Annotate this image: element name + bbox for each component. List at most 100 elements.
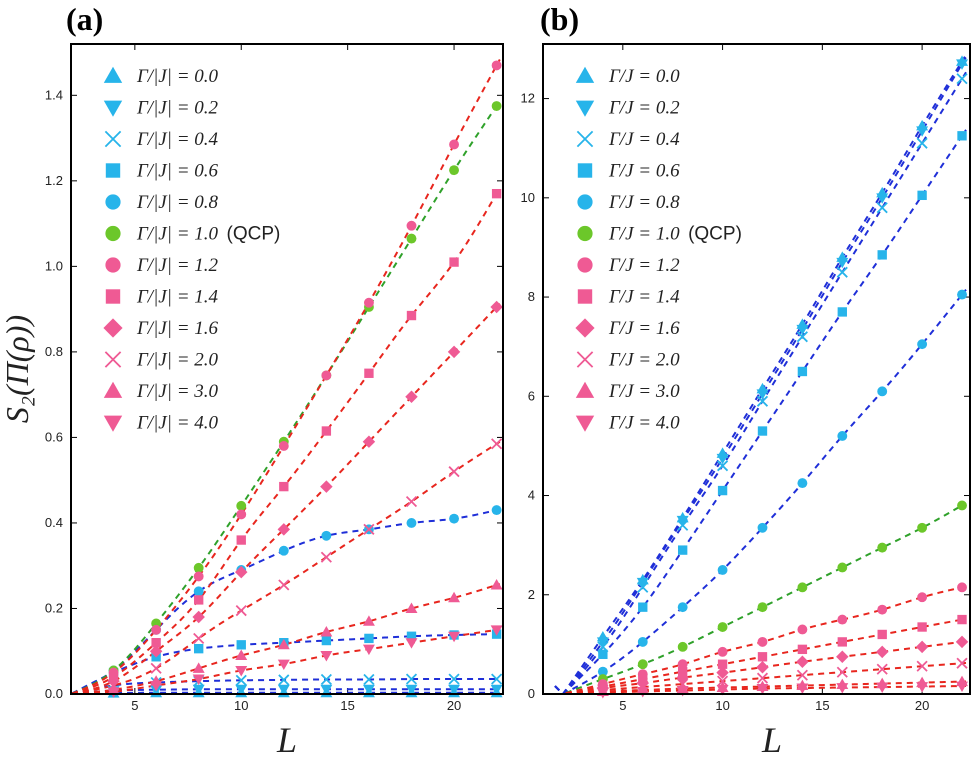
data-point	[637, 636, 648, 647]
legend-marker	[577, 289, 593, 304]
data-point	[677, 545, 688, 555]
data-point	[677, 602, 688, 613]
data-point	[405, 495, 418, 508]
data-point	[150, 662, 162, 674]
data-point	[192, 610, 205, 624]
data-point	[676, 686, 689, 697]
legend-marker	[577, 257, 593, 273]
data-point	[150, 680, 163, 692]
legend-marker	[576, 130, 594, 148]
data-point	[448, 631, 461, 643]
data-point	[406, 233, 417, 244]
data-point	[638, 602, 648, 612]
legend-label: Γ/|J| = 0.2	[136, 98, 219, 119]
data-point	[447, 345, 461, 359]
data-point	[236, 535, 246, 545]
data-point	[837, 614, 848, 625]
legend-label: Γ/|J| = 1.0	[136, 224, 219, 245]
data-point	[235, 674, 247, 686]
data-point	[235, 649, 248, 660]
x-tick-label: 10	[234, 698, 248, 713]
y-tick-label: 0.6	[45, 429, 63, 444]
y-axis-title: S₂(Π(ρ))	[0, 315, 35, 423]
data-point	[192, 662, 205, 673]
legend-marker	[105, 225, 121, 242]
data-point	[756, 389, 769, 400]
data-point	[277, 659, 290, 671]
data-point	[797, 366, 808, 377]
legend-marker	[575, 318, 595, 338]
data-point	[916, 682, 929, 693]
data-point	[836, 683, 849, 694]
data-point	[364, 633, 374, 644]
data-point	[320, 626, 333, 637]
plot-frame	[70, 43, 504, 695]
data-point	[279, 481, 289, 492]
legend-marker	[105, 257, 121, 273]
legend-label: Γ/J = 0.0	[608, 66, 680, 87]
legend-label: Γ/J = 0.4	[608, 129, 680, 150]
data-point	[321, 370, 332, 381]
data-points	[107, 60, 503, 698]
data-point	[149, 644, 163, 658]
data-point	[107, 687, 120, 698]
data-point	[449, 513, 459, 524]
data-point	[716, 453, 729, 465]
data-point	[449, 165, 459, 176]
data-point	[877, 629, 887, 640]
data-point	[917, 622, 927, 632]
data-point	[716, 685, 729, 696]
legend-label: Γ/J = 4.0	[608, 413, 680, 434]
data-point	[916, 137, 928, 149]
y-tick-label: 0.0	[45, 686, 63, 701]
data-point	[717, 659, 728, 669]
legend-marker	[103, 415, 123, 432]
data-point	[757, 636, 768, 647]
data-point	[916, 126, 929, 137]
fit-curve	[554, 661, 967, 694]
legend-marker	[575, 100, 595, 117]
data-point	[320, 673, 332, 686]
data-point	[362, 684, 375, 696]
data-point	[490, 300, 503, 314]
legend-marker	[103, 66, 123, 83]
data-point	[955, 635, 969, 649]
data-point	[957, 614, 967, 625]
data-point	[956, 73, 968, 85]
data-point	[405, 390, 418, 404]
data-point	[277, 523, 291, 536]
legend-marker	[576, 351, 594, 368]
data-point	[320, 684, 333, 696]
data-point	[797, 644, 808, 655]
data-point	[192, 674, 205, 686]
legend-marker	[105, 289, 121, 304]
data-point	[956, 681, 968, 693]
legend-label: Γ/J = 1.0	[608, 224, 680, 245]
legend-marker	[575, 415, 595, 432]
data-point	[151, 624, 162, 635]
data-point	[236, 640, 246, 650]
data-point	[917, 339, 928, 350]
data-point	[876, 193, 889, 204]
data-point	[957, 131, 967, 141]
legend-label: Γ/|J| = 0.4	[136, 129, 219, 150]
data-point	[107, 674, 120, 688]
data-point	[362, 435, 376, 448]
legend-label: Γ/|J| = 0.0	[136, 66, 219, 87]
y-tick-label: 1.2	[45, 173, 63, 188]
data-points	[596, 55, 969, 699]
data-point	[448, 673, 460, 685]
data-point	[637, 581, 649, 593]
fit-curves	[71, 59, 501, 694]
legend-marker	[103, 318, 123, 338]
data-point	[448, 466, 460, 478]
legend-label: Γ/J = 2.0	[608, 350, 680, 371]
data-point	[956, 59, 968, 70]
x-axis-title: L	[761, 720, 782, 760]
x-tick-label: 15	[340, 698, 354, 713]
legend-label: Γ/|J| = 2.0	[136, 350, 219, 371]
legend-marker	[104, 351, 122, 368]
data-point	[957, 582, 967, 593]
legend-label: Γ/|J| = 3.0	[136, 381, 219, 402]
